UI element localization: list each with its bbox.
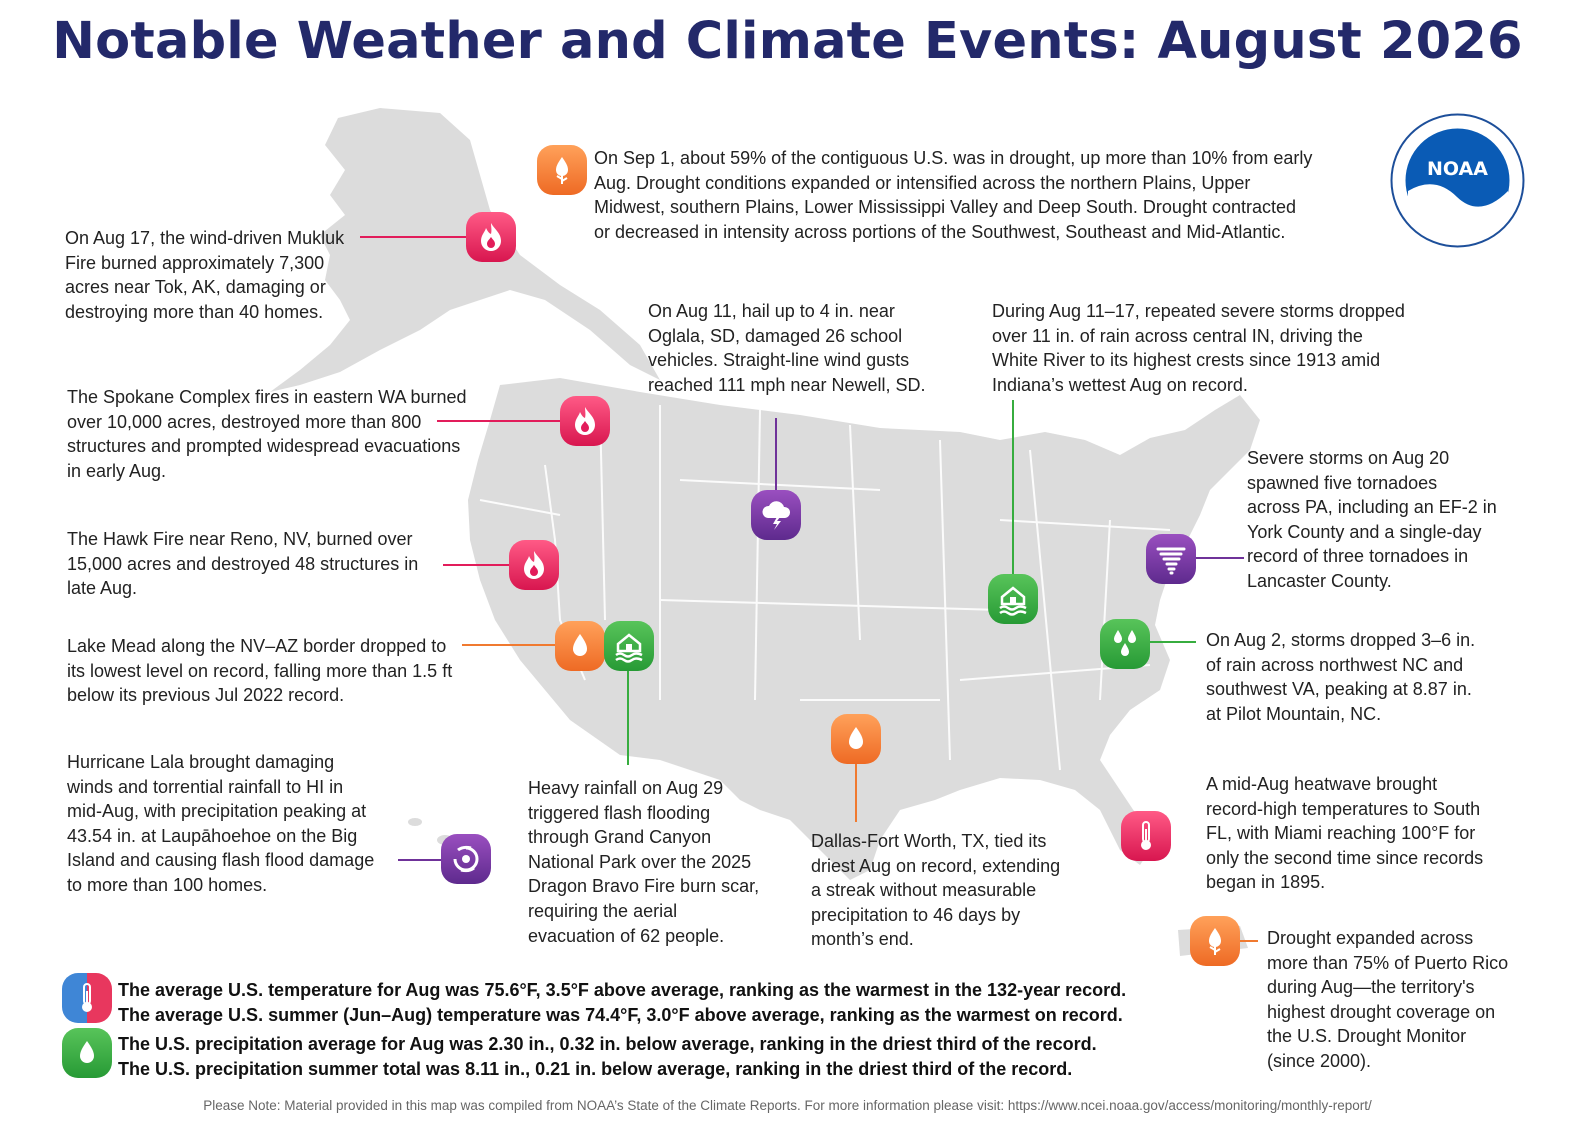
storm-icon	[751, 490, 801, 540]
hurricane-icon	[441, 834, 491, 884]
drought-icon	[1190, 916, 1240, 966]
pr-drought-note: Drought expanded across more than 75% of…	[1267, 928, 1509, 1071]
precipitation-summary-icon	[62, 1028, 112, 1078]
nc-rain-note: On Aug 2, storms dropped 3–6 in. of rain…	[1206, 630, 1476, 724]
fl-heat-note: A mid-Aug heatwave brought record-high t…	[1206, 774, 1484, 893]
noaa-logo-text: NOAA	[1427, 158, 1488, 180]
lake-mead-note: Lake Mead along the NV–AZ border dropped…	[67, 636, 453, 706]
dfw-note: Dallas-Fort Worth, TX, tied its driest A…	[811, 831, 1061, 950]
hurricane-lala-note: Hurricane Lala brought damaging winds an…	[67, 752, 375, 895]
oglala-hail-note: On Aug 11, hail up to 4 in. near Oglala,…	[648, 301, 926, 395]
hawk-fire-note: The Hawk Fire near Reno, NV, burned over…	[67, 529, 419, 599]
mukluk-fire-note: On Aug 17, the wind-driven Mukluk Fire b…	[65, 228, 345, 322]
drought-icon	[537, 145, 587, 195]
indiana-flood-note: During Aug 11–17, repeated severe storms…	[992, 301, 1405, 395]
summary-temp-summer: The average U.S. summer (Jun–Aug) temper…	[118, 1005, 1123, 1025]
summary-precip-aug: The U.S. precipitation average for Aug w…	[118, 1034, 1097, 1054]
conus-shape	[468, 378, 1260, 880]
rain-icon	[1100, 619, 1150, 669]
hawaii-oahu	[408, 818, 422, 826]
temperature-summary-icon	[62, 973, 112, 1023]
drought-icon	[555, 621, 605, 671]
fire-icon	[509, 540, 559, 590]
tornado-icon	[1146, 534, 1196, 584]
flood-icon	[604, 621, 654, 671]
thermometer-icon	[1121, 811, 1171, 861]
footer-note: Please Note: Material provided in this m…	[203, 1098, 1372, 1113]
summary-precip-summer: The U.S. precipitation summer total was …	[118, 1059, 1073, 1079]
page-title: Notable Weather and Climate Events: Augu…	[52, 12, 1523, 71]
alaska-shape	[270, 108, 660, 392]
fire-icon	[560, 396, 610, 446]
drought-icon	[831, 714, 881, 764]
noaa-logo: NOAA	[1390, 113, 1525, 248]
flood-icon	[988, 574, 1038, 624]
grand-canyon-note: Heavy rainfall on Aug 29 triggered flash…	[528, 778, 760, 946]
summary-temp-aug: The average U.S. temperature for Aug was…	[118, 980, 1127, 1000]
fire-icon	[466, 212, 516, 262]
pa-tornado-note: Severe storms on Aug 20 spawned five tor…	[1247, 448, 1497, 591]
spokane-fire-note: The Spokane Complex fires in eastern WA …	[67, 387, 467, 481]
drought-conus-note: On Sep 1, about 59% of the contiguous U.…	[594, 148, 1313, 242]
